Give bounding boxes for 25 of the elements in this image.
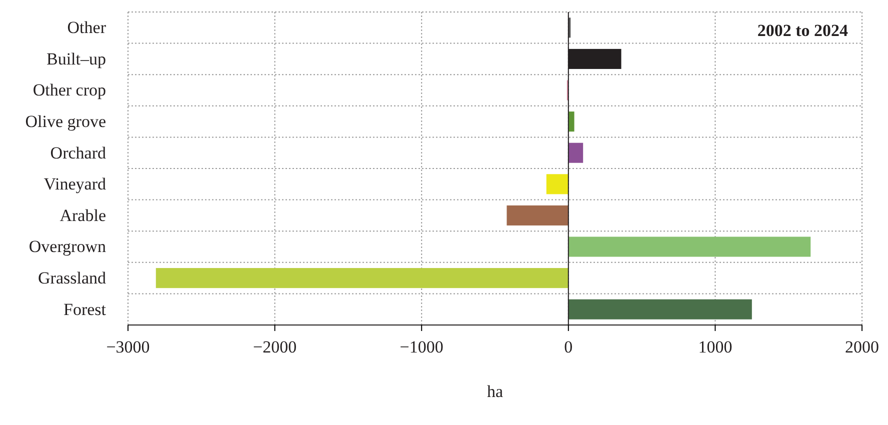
bar bbox=[568, 112, 574, 132]
x-tick-label: 1000 bbox=[698, 338, 732, 357]
x-tick-label: −2000 bbox=[253, 338, 297, 357]
y-tick-label: Built–up bbox=[46, 49, 106, 68]
x-axis-title: ha bbox=[486, 382, 504, 401]
bar bbox=[568, 142, 584, 163]
bar bbox=[546, 174, 568, 194]
bar bbox=[506, 205, 568, 226]
bar bbox=[568, 299, 752, 320]
y-tick-label: Other bbox=[67, 18, 106, 38]
bar bbox=[568, 236, 811, 257]
y-tick-label: Grassland bbox=[38, 268, 106, 288]
y-tick-label: Arable bbox=[60, 206, 106, 225]
y-tick-label: Other crop bbox=[32, 80, 106, 100]
x-tick-label: −1000 bbox=[400, 338, 444, 357]
bar bbox=[156, 268, 568, 288]
x-tick-label: 0 bbox=[564, 338, 573, 357]
y-tick-label: Overgrown bbox=[28, 237, 106, 256]
x-tick-label: 2000 bbox=[845, 338, 879, 357]
y-tick-label: Olive grove bbox=[25, 112, 106, 131]
y-tick-label: Orchard bbox=[50, 143, 106, 162]
y-tick-label: Forest bbox=[64, 300, 106, 319]
x-tick-label: −3000 bbox=[106, 338, 150, 357]
y-tick-label: Vineyard bbox=[44, 174, 106, 194]
annotation: 2002 to 2024 bbox=[757, 21, 848, 40]
